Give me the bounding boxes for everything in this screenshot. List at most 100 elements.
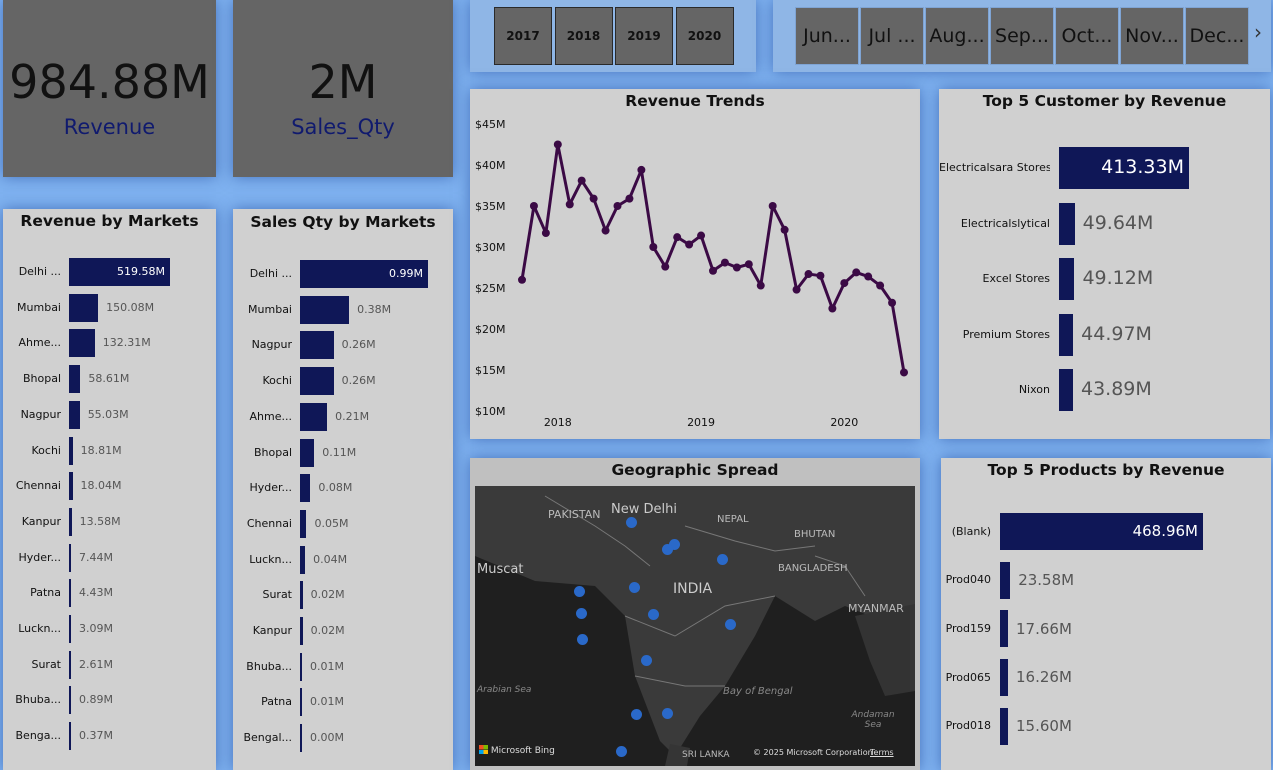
market-location-dot[interactable] bbox=[661, 544, 673, 556]
sales_qty_by_markets-bar[interactable] bbox=[300, 402, 328, 431]
top_products-bar[interactable] bbox=[1000, 610, 1008, 648]
revenue-trend-point[interactable] bbox=[518, 275, 526, 284]
revenue-trend-point[interactable] bbox=[780, 225, 789, 234]
revenue-trend-point[interactable] bbox=[685, 240, 694, 249]
top_products-bar[interactable] bbox=[1000, 659, 1008, 697]
revenue-trend-point[interactable] bbox=[720, 258, 729, 267]
revenue-trend-point[interactable] bbox=[852, 268, 861, 277]
revenue_by_markets-bar[interactable] bbox=[69, 365, 81, 394]
revenue_by_markets-bar[interactable] bbox=[69, 686, 71, 715]
revenue-trend-point[interactable] bbox=[625, 194, 634, 203]
year-button-2020[interactable]: 2020 bbox=[675, 7, 734, 65]
sales_qty_by_markets-bar[interactable] bbox=[300, 438, 315, 467]
revenue-trend-point[interactable] bbox=[888, 298, 897, 307]
top_customers-bar[interactable] bbox=[1059, 202, 1075, 245]
revenue-trend-point[interactable] bbox=[804, 270, 813, 279]
revenue-trend-point[interactable] bbox=[601, 226, 610, 235]
market-location-dot[interactable] bbox=[628, 582, 640, 594]
sales_qty_by_markets-bar[interactable] bbox=[300, 688, 302, 717]
revenue-trend-point[interactable] bbox=[744, 260, 753, 269]
revenue_by_markets-bar[interactable] bbox=[69, 472, 73, 501]
year-button-2018[interactable]: 2018 bbox=[554, 7, 613, 65]
revenue-trend-point[interactable] bbox=[756, 281, 765, 290]
month-button-2[interactable]: Aug... bbox=[925, 7, 989, 65]
year-button-2019[interactable]: 2019 bbox=[615, 7, 673, 65]
market-location-dot[interactable] bbox=[724, 619, 736, 631]
market-location-dot[interactable] bbox=[626, 517, 638, 529]
revenue-trend-point[interactable] bbox=[553, 140, 562, 149]
revenue_by_markets-bar[interactable] bbox=[69, 258, 170, 286]
month-button-4[interactable]: Oct... bbox=[1055, 7, 1119, 65]
revenue_by_markets-bar[interactable] bbox=[69, 293, 99, 322]
sales_qty_by_markets-bar[interactable] bbox=[300, 331, 334, 360]
top_customers-bar[interactable] bbox=[1059, 369, 1073, 411]
month-button-1[interactable]: Jul ... bbox=[860, 7, 924, 65]
month-button-0[interactable]: Jun... bbox=[795, 7, 859, 65]
revenue-trend-point[interactable] bbox=[661, 262, 670, 271]
revenue-trend-point[interactable] bbox=[577, 176, 586, 185]
revenue_by_markets-bar[interactable] bbox=[69, 436, 73, 465]
revenue_by_markets-bar[interactable] bbox=[69, 722, 71, 751]
sales_qty_by_markets-bar[interactable] bbox=[300, 581, 303, 610]
sales_qty_by_markets-bar[interactable] bbox=[300, 260, 428, 288]
revenue_by_markets-value-label: 18.81M bbox=[80, 443, 122, 457]
market-location-dot[interactable] bbox=[668, 539, 680, 551]
top_customers-bar[interactable] bbox=[1059, 313, 1074, 356]
market-location-dot[interactable] bbox=[573, 586, 585, 598]
market-location-dot[interactable] bbox=[661, 707, 673, 719]
revenue_by_markets-bar[interactable] bbox=[69, 543, 71, 572]
revenue-trend-point[interactable] bbox=[840, 279, 849, 288]
revenue_by_markets-bar[interactable] bbox=[69, 329, 95, 358]
revenue_by_markets-bar[interactable] bbox=[69, 615, 71, 643]
month-button-5[interactable]: Nov... bbox=[1120, 7, 1184, 65]
market-location-dot[interactable] bbox=[716, 554, 728, 566]
revenue-trend-point[interactable] bbox=[816, 271, 825, 280]
revenue-trend-point[interactable] bbox=[697, 231, 706, 240]
market-location-dot[interactable] bbox=[630, 709, 642, 721]
top_customers-bar[interactable] bbox=[1059, 258, 1075, 300]
revenue-trend-point[interactable] bbox=[565, 200, 574, 209]
top_products-bar[interactable] bbox=[1000, 513, 1203, 550]
market-location-dot[interactable] bbox=[641, 654, 653, 666]
revenue-trend-point[interactable] bbox=[649, 243, 658, 251]
sales_qty_by_markets-bar[interactable] bbox=[300, 509, 307, 538]
revenue-trend-point[interactable] bbox=[732, 263, 741, 272]
sales_qty_by_markets-bar[interactable] bbox=[300, 617, 303, 645]
market-location-dot[interactable] bbox=[615, 746, 627, 757]
market-location-dot[interactable] bbox=[575, 608, 587, 620]
market-location-dot[interactable] bbox=[577, 634, 588, 646]
year-button-2017[interactable]: 2017 bbox=[494, 7, 552, 65]
sales_qty_by_markets-bar[interactable] bbox=[300, 652, 302, 681]
top_customers-bar[interactable] bbox=[1059, 147, 1189, 189]
revenue_by_markets-bar[interactable] bbox=[69, 579, 71, 608]
sales_qty_by_markets-bar[interactable] bbox=[300, 474, 311, 503]
map-terms-link[interactable]: Terms bbox=[870, 748, 894, 757]
sales_qty_by_markets-bar[interactable] bbox=[300, 295, 350, 324]
month-button-3[interactable]: Sep... bbox=[990, 7, 1054, 65]
sales_qty_by_markets-bar[interactable] bbox=[300, 724, 302, 753]
revenue-trend-point[interactable] bbox=[673, 233, 682, 242]
revenue-trend-point[interactable] bbox=[900, 368, 908, 377]
market-location-dot[interactable] bbox=[647, 609, 659, 621]
revenue-trend-point[interactable] bbox=[709, 266, 717, 275]
revenue_by_markets-bar[interactable] bbox=[69, 400, 80, 429]
revenue-trend-point[interactable] bbox=[768, 202, 777, 210]
revenue-trend-point[interactable] bbox=[541, 229, 550, 238]
revenue_by_markets-bar[interactable] bbox=[69, 507, 72, 536]
sales_qty_by_markets-bar[interactable] bbox=[300, 367, 334, 396]
top_products-bar[interactable] bbox=[1000, 707, 1008, 745]
sales_qty_by_markets-bar[interactable] bbox=[300, 545, 306, 574]
top_products-bar[interactable] bbox=[1000, 561, 1011, 599]
revenue-trend-point[interactable] bbox=[613, 202, 622, 210]
revenue-trend-point[interactable] bbox=[589, 194, 598, 203]
revenue-trend-point[interactable] bbox=[792, 285, 801, 294]
revenue-trend-point[interactable] bbox=[828, 304, 837, 313]
revenue-trend-point[interactable] bbox=[876, 281, 885, 290]
month-button-6[interactable]: Dec... bbox=[1185, 7, 1249, 65]
revenue-trend-point[interactable] bbox=[864, 272, 873, 281]
revenue-trend-point[interactable] bbox=[637, 165, 646, 174]
revenue_by_markets-bar[interactable] bbox=[69, 650, 71, 679]
india-map[interactable]: PAKISTAN New Delhi NEPAL BHUTAN Muscat I… bbox=[475, 486, 915, 766]
revenue-trend-point[interactable] bbox=[529, 202, 538, 210]
chevron-right-icon[interactable]: › bbox=[1254, 20, 1262, 44]
